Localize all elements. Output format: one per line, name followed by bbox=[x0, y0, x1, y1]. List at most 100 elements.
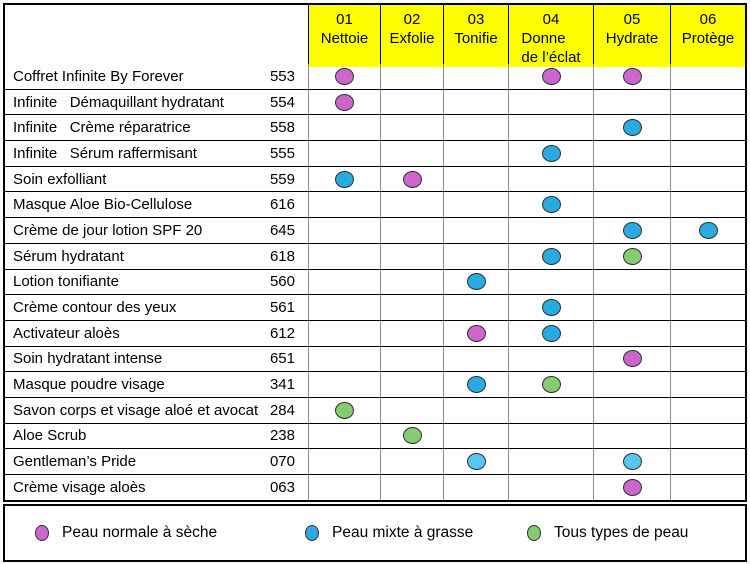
matrix-cell bbox=[308, 372, 380, 397]
product-name: Masque Aloe Bio-Cellulose bbox=[13, 196, 193, 214]
table-row: Infinite Sérum raffermisant 555 bbox=[5, 140, 745, 166]
matrix-cell bbox=[670, 372, 745, 397]
column-code: 03 bbox=[467, 11, 485, 28]
legend-label: Tous types de peau bbox=[554, 523, 689, 541]
matrix-cell bbox=[443, 423, 508, 449]
column-code: 02 bbox=[403, 11, 421, 28]
green-dot bbox=[335, 401, 354, 419]
product-name-cell: Masque Aloe Bio-Cellulose 616 bbox=[5, 192, 308, 217]
column-header-06: 06 Protège bbox=[670, 5, 745, 67]
blue-dot bbox=[698, 221, 718, 239]
legend-label: Peau mixte à grasse bbox=[332, 523, 474, 541]
column-header-02: 02 Exfolie bbox=[380, 5, 443, 67]
matrix-cell bbox=[508, 243, 593, 269]
matrix-cell bbox=[508, 372, 593, 397]
matrix-cell bbox=[380, 166, 443, 192]
matrix-cell bbox=[670, 243, 745, 269]
matrix-cell bbox=[308, 141, 380, 166]
magenta-dot bbox=[402, 170, 422, 188]
matrix-cell bbox=[593, 372, 670, 397]
matrix-cell bbox=[593, 449, 670, 474]
product-name: Soin hydratant intense bbox=[13, 350, 163, 368]
matrix-cell bbox=[443, 475, 508, 500]
matrix-cell bbox=[380, 346, 443, 372]
matrix-cell bbox=[670, 295, 745, 320]
product-ref: 560 bbox=[269, 273, 295, 291]
matrix-cell bbox=[308, 320, 380, 346]
matrix-cell bbox=[443, 397, 508, 423]
matrix-cell bbox=[308, 423, 380, 449]
matrix-cell bbox=[508, 141, 593, 166]
product-name: Crème de jour lotion SPF 20 bbox=[13, 221, 203, 239]
matrix-cell bbox=[508, 475, 593, 500]
product-name: Soin exfolliant bbox=[13, 170, 107, 188]
column-label: Tonifie bbox=[454, 30, 498, 47]
product-name-cell: Aloe Scrub 238 bbox=[5, 424, 308, 449]
matrix-cell bbox=[443, 141, 508, 166]
matrix-cell bbox=[443, 89, 508, 115]
table-row: Sérum hydratant 618 bbox=[5, 242, 745, 269]
matrix-cell bbox=[593, 218, 670, 243]
matrix-cell bbox=[508, 423, 593, 449]
matrix-cell bbox=[670, 346, 745, 372]
matrix-cell bbox=[670, 166, 745, 192]
product-ref: 612 bbox=[269, 324, 295, 342]
matrix-cell bbox=[508, 89, 593, 115]
matrix-cell bbox=[593, 89, 670, 115]
matrix-cell bbox=[670, 269, 745, 295]
product-name-cell: Crème contour des yeux 561 bbox=[5, 295, 308, 320]
matrix-cell bbox=[670, 192, 745, 218]
column-label: Hydrate bbox=[605, 30, 659, 47]
product-name-cell: Infinite Démaquillant hydratant 554 bbox=[5, 90, 308, 115]
column-label: Donne de l’éclat bbox=[521, 30, 581, 66]
green-dot bbox=[527, 524, 541, 541]
matrix-cell bbox=[380, 269, 443, 295]
product-ref: 238 bbox=[269, 427, 295, 445]
magenta-dot bbox=[622, 67, 642, 85]
table-row: Lotion tonifiante 560 bbox=[5, 268, 745, 295]
product-name-cell: Gentleman’s Pride 070 bbox=[5, 449, 308, 474]
product-name-cell: Savon corps et visage aloé et avocat 284 bbox=[5, 398, 308, 423]
product-name: Infinite Sérum raffermisant bbox=[13, 144, 197, 162]
matrix-cell bbox=[443, 166, 508, 192]
blue-dot bbox=[466, 273, 486, 291]
table-row: Crème contour des yeux 561 bbox=[5, 294, 745, 320]
product-name: Gentleman’s Pride bbox=[13, 453, 137, 471]
blue-dot bbox=[541, 144, 561, 162]
product-name: Infinite Crème réparatrice bbox=[13, 119, 191, 137]
matrix-cell bbox=[308, 346, 380, 372]
product-ref: 645 bbox=[269, 221, 295, 239]
matrix-cell bbox=[670, 115, 745, 141]
table-row: Infinite Crème réparatrice 558 bbox=[5, 114, 745, 141]
table-row: Masque Aloe Bio-Cellulose 616 bbox=[5, 191, 745, 218]
matrix-cell bbox=[508, 295, 593, 320]
matrix-cell bbox=[380, 449, 443, 474]
blue-dot bbox=[622, 119, 642, 137]
product-name: Lotion tonifiante bbox=[13, 273, 119, 291]
product-ref: 341 bbox=[269, 376, 295, 394]
product-ref: 558 bbox=[269, 119, 295, 137]
table-row: Coffret Infinite By Forever 553 bbox=[5, 63, 745, 89]
matrix-cell bbox=[380, 64, 443, 89]
table-row: Infinite Démaquillant hydratant 554 bbox=[5, 88, 745, 115]
column-code: 05 bbox=[623, 11, 641, 28]
table-row: Masque poudre visage 341 bbox=[5, 371, 745, 397]
product-ref: 284 bbox=[269, 401, 295, 419]
matrix-cell bbox=[380, 295, 443, 320]
product-name: Crème contour des yeux bbox=[13, 299, 177, 317]
blue-dot bbox=[335, 170, 354, 188]
table-body: Coffret Infinite By Forever 553 Infinite D… bbox=[5, 63, 745, 500]
matrix-cell bbox=[380, 218, 443, 243]
blue-dot bbox=[541, 299, 561, 317]
matrix-cell bbox=[593, 166, 670, 192]
matrix-cell bbox=[443, 243, 508, 269]
matrix-cell bbox=[308, 449, 380, 474]
matrix-cell bbox=[443, 218, 508, 243]
table-row: Crème de jour lotion SPF 20 645 bbox=[5, 217, 745, 243]
column-code: 04 bbox=[542, 11, 560, 28]
column-header-text: 01 Nettoie bbox=[321, 10, 369, 67]
matrix-cell bbox=[308, 115, 380, 141]
matrix-cell bbox=[593, 243, 670, 269]
product-ref: 618 bbox=[269, 247, 295, 265]
column-header-text: 03 Tonifie bbox=[454, 10, 497, 67]
